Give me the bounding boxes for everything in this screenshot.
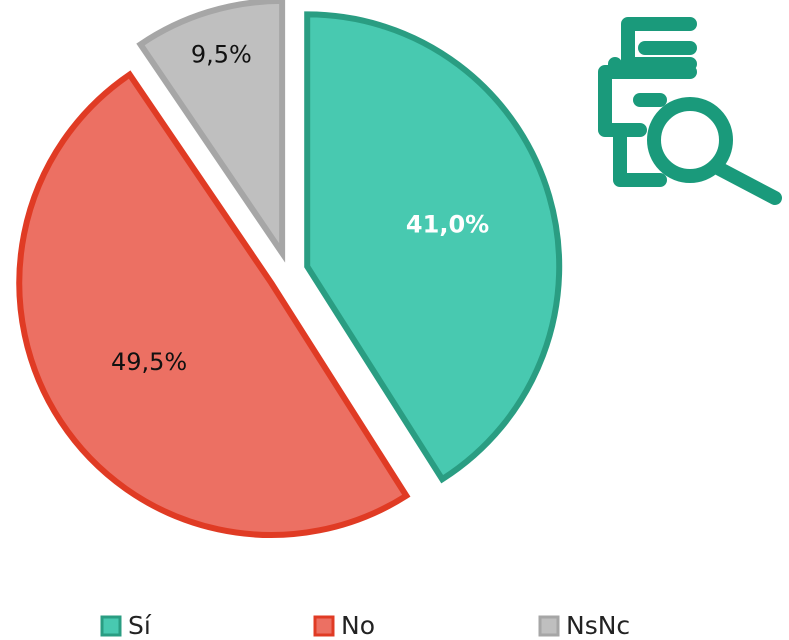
legend-swatch xyxy=(538,615,560,637)
legend-swatch xyxy=(313,615,335,637)
pie-slice xyxy=(304,11,563,484)
legend-label: No xyxy=(341,611,375,640)
legend-label: Sí xyxy=(128,611,152,640)
pie-slice xyxy=(16,70,411,538)
pie-slice xyxy=(136,0,286,263)
value-label: 41,0% xyxy=(406,211,489,239)
value-label: 49,5% xyxy=(111,348,187,376)
legend-label: NsNc xyxy=(566,611,630,640)
legend-swatch xyxy=(100,615,122,637)
icon xyxy=(598,17,782,205)
value-label: 9,5% xyxy=(191,40,252,68)
